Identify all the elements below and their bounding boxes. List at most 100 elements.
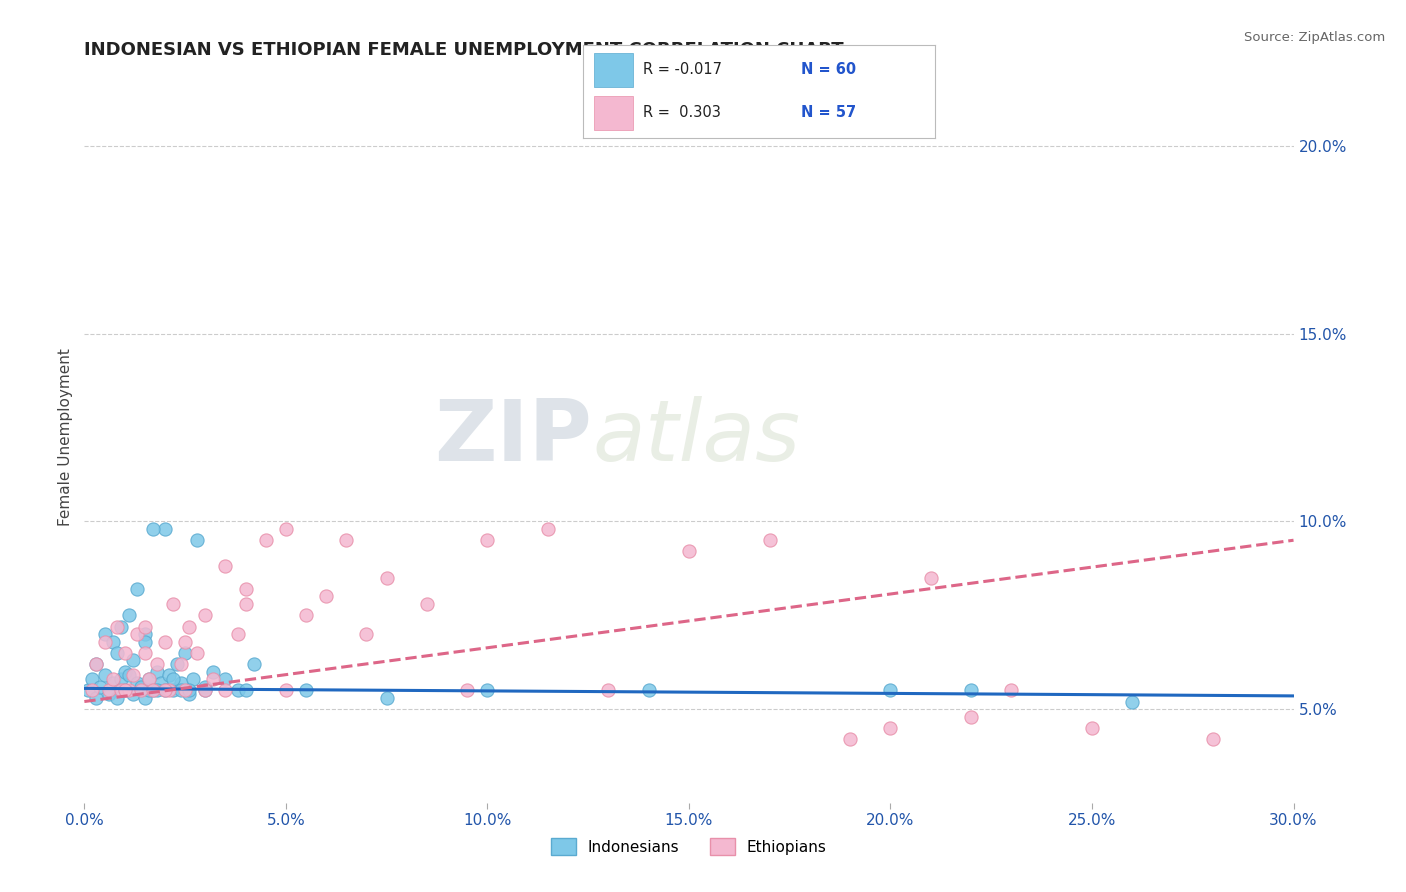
Point	[105, 646, 128, 660]
Point	[235, 683, 257, 698]
Point	[295, 608, 318, 623]
Point	[174, 683, 197, 698]
Point	[157, 683, 180, 698]
Point	[153, 522, 176, 536]
Point	[537, 522, 560, 536]
Point	[110, 619, 132, 633]
Point	[174, 646, 197, 660]
Point	[1000, 683, 1022, 698]
Point	[142, 683, 165, 698]
Point	[235, 597, 257, 611]
Point	[839, 732, 862, 747]
Text: R = -0.017: R = -0.017	[644, 62, 723, 77]
Point	[101, 634, 124, 648]
Point	[758, 533, 780, 548]
Point	[138, 672, 160, 686]
Point	[149, 675, 172, 690]
Point	[97, 683, 120, 698]
Point	[194, 608, 217, 623]
Point	[86, 657, 108, 671]
Point	[121, 653, 143, 667]
Point	[146, 683, 169, 698]
Point	[118, 683, 141, 698]
Point	[153, 683, 176, 698]
Point	[235, 582, 257, 596]
Text: INDONESIAN VS ETHIOPIAN FEMALE UNEMPLOYMENT CORRELATION CHART: INDONESIAN VS ETHIOPIAN FEMALE UNEMPLOYM…	[84, 41, 844, 59]
Point	[93, 668, 115, 682]
Point	[214, 672, 236, 686]
Point	[242, 657, 264, 671]
Point	[181, 672, 204, 686]
Point	[170, 657, 193, 671]
Point	[121, 668, 143, 682]
Point	[89, 680, 111, 694]
Point	[226, 627, 249, 641]
Point	[226, 683, 249, 698]
Text: N = 57: N = 57	[801, 105, 856, 120]
Point	[678, 544, 700, 558]
Point	[134, 690, 156, 705]
Point	[477, 533, 499, 548]
Point	[960, 709, 983, 723]
Point	[416, 597, 439, 611]
Point	[598, 683, 620, 698]
Point	[93, 627, 115, 641]
Point	[637, 683, 659, 698]
Point	[477, 683, 499, 698]
Point	[960, 683, 983, 698]
Point	[93, 634, 115, 648]
Point	[125, 582, 148, 596]
Point	[125, 675, 148, 690]
Point	[174, 634, 197, 648]
Point	[105, 690, 128, 705]
Point	[214, 559, 236, 574]
Point	[375, 571, 398, 585]
Point	[879, 721, 901, 735]
Point	[129, 683, 152, 698]
Point	[315, 590, 337, 604]
Point	[86, 690, 108, 705]
Point	[920, 571, 942, 585]
Point	[186, 646, 208, 660]
Point	[179, 687, 201, 701]
Point	[82, 672, 104, 686]
Point	[86, 657, 108, 671]
Point	[101, 672, 124, 686]
Point	[194, 683, 217, 698]
Point	[134, 627, 156, 641]
Point	[170, 683, 193, 698]
Point	[146, 665, 169, 679]
Point	[146, 657, 169, 671]
Point	[153, 683, 176, 698]
Point	[179, 619, 201, 633]
Point	[114, 646, 136, 660]
Point	[125, 627, 148, 641]
Point	[134, 634, 156, 648]
Point	[118, 668, 141, 682]
Point	[162, 597, 184, 611]
Point	[114, 683, 136, 698]
Point	[1202, 732, 1225, 747]
Point	[110, 683, 132, 698]
Point	[134, 646, 156, 660]
Text: R =  0.303: R = 0.303	[644, 105, 721, 120]
Point	[166, 657, 188, 671]
Point	[77, 683, 100, 698]
Point	[214, 683, 236, 698]
Point	[138, 672, 160, 686]
Point	[105, 619, 128, 633]
Point	[162, 683, 184, 698]
Point	[170, 675, 193, 690]
Legend: Indonesians, Ethiopians: Indonesians, Ethiopians	[546, 832, 832, 861]
Text: Source: ZipAtlas.com: Source: ZipAtlas.com	[1244, 31, 1385, 45]
Point	[129, 680, 152, 694]
Point	[138, 683, 160, 698]
Point	[456, 683, 478, 698]
Point	[114, 683, 136, 698]
Point	[375, 690, 398, 705]
Point	[186, 533, 208, 548]
Point	[274, 683, 297, 698]
Text: atlas: atlas	[592, 395, 800, 479]
Point	[121, 687, 143, 701]
Point	[162, 672, 184, 686]
